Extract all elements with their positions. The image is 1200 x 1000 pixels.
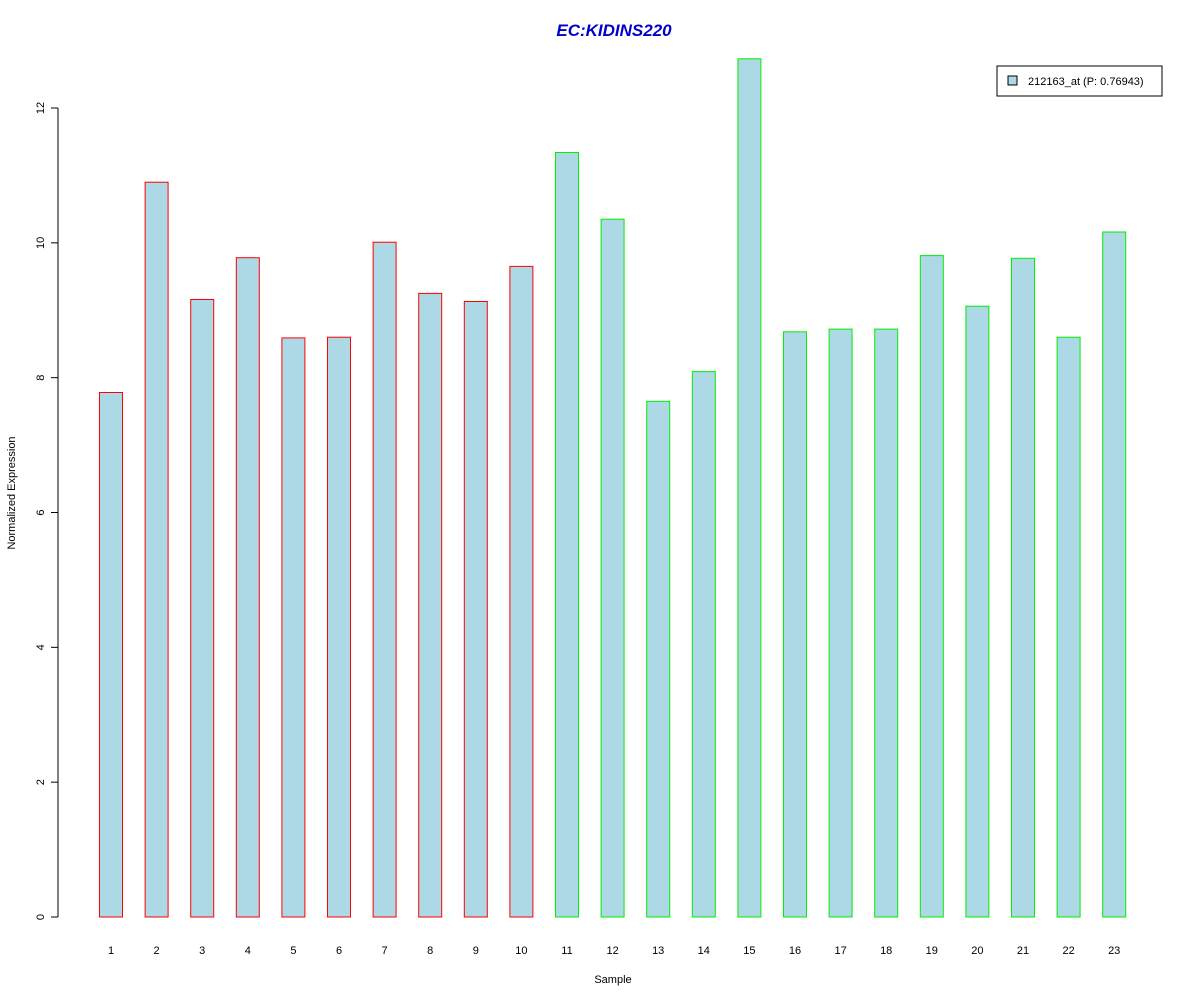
y-axis-tick-label: 0 [35,914,47,920]
bar-sample-21 [1011,257,1035,918]
x-axis-tick-label: 9 [473,945,479,957]
y-axis-tick-label: 4 [35,644,47,650]
bar-sample-22 [1056,336,1081,918]
x-axis-label: Sample [594,974,631,986]
bar-sample-13 [646,400,671,918]
bar-sample-11 [555,152,579,918]
x-axis-tick-label: 2 [154,945,160,957]
bar-sample-4 [235,257,260,918]
x-axis-tick-label: 10 [515,945,527,957]
x-axis-tick-label: 20 [971,945,983,957]
bar-sample-1 [99,392,123,918]
y-axis-tick-label: 2 [35,779,47,785]
chart-title: EC:KIDINS220 [556,21,672,40]
x-axis-tick-label: 13 [652,945,664,957]
x-axis-tick-label: 14 [698,945,710,957]
y-axis-tick-label: 8 [35,375,47,381]
x-axis-tick-label: 16 [789,945,801,957]
x-axis-tick-label: 11 [561,945,572,957]
x-axis-tick-label: 7 [382,945,388,957]
bar-sample-2 [144,181,169,918]
bar-sample-6 [327,336,351,918]
y-axis-label: Normalized Expression [6,436,18,549]
bar-sample-19 [919,255,944,918]
x-axis-tick-label: 15 [743,945,755,957]
bar-sample-5 [281,337,306,918]
x-axis-tick-label: 22 [1062,945,1074,957]
x-axis-tick-labels: 1 2 3 4 5 6 7 8 9 10 11 12 13 14 15 16 17 18 19 20 21 22 23 [108,945,1120,957]
x-axis-tick-label: 19 [926,945,938,957]
bar-sample-10 [509,265,534,918]
bar-sample-15 [737,58,762,918]
y-axis-tick-label: 10 [35,237,47,249]
bar-sample-14 [691,371,716,918]
legend-swatch [1007,75,1018,86]
bar-sample-18 [874,328,899,918]
legend-box [996,65,1163,97]
bar-sample-23 [1102,231,1127,918]
legend-label: 212163_at (P: 0.76943) [1028,76,1144,88]
x-axis-tick-label: 1 [108,945,114,957]
x-axis-tick-label: 23 [1108,945,1120,957]
bar-sample-3 [190,299,215,918]
y-axis-tick-label: 6 [35,509,47,515]
y-axis: 0 2 4 6 8 10 12 [35,102,59,920]
bar-sample-12 [600,218,625,918]
bar-sample-17 [828,328,853,918]
legend: 212163_at (P: 0.76943) [996,65,1163,97]
x-axis-tick-label: 18 [880,945,892,957]
x-axis-tick-label: 5 [290,945,296,957]
x-axis-tick-label: 12 [606,945,618,957]
x-axis-tick-label: 3 [199,945,205,957]
bar-sample-16 [783,331,807,918]
bar-sample-9 [463,301,488,918]
bar-sample-20 [965,305,990,918]
bar-sample-8 [418,292,443,918]
bars [99,58,1127,918]
x-axis-tick-label: 8 [427,945,433,957]
x-axis-tick-label: 21 [1017,945,1029,957]
y-axis-tick-label: 12 [35,102,47,114]
x-axis-tick-label: 17 [834,945,846,957]
x-axis-tick-label: 4 [245,945,251,957]
bar-sample-7 [372,241,397,918]
x-axis-tick-label: 6 [336,945,342,957]
